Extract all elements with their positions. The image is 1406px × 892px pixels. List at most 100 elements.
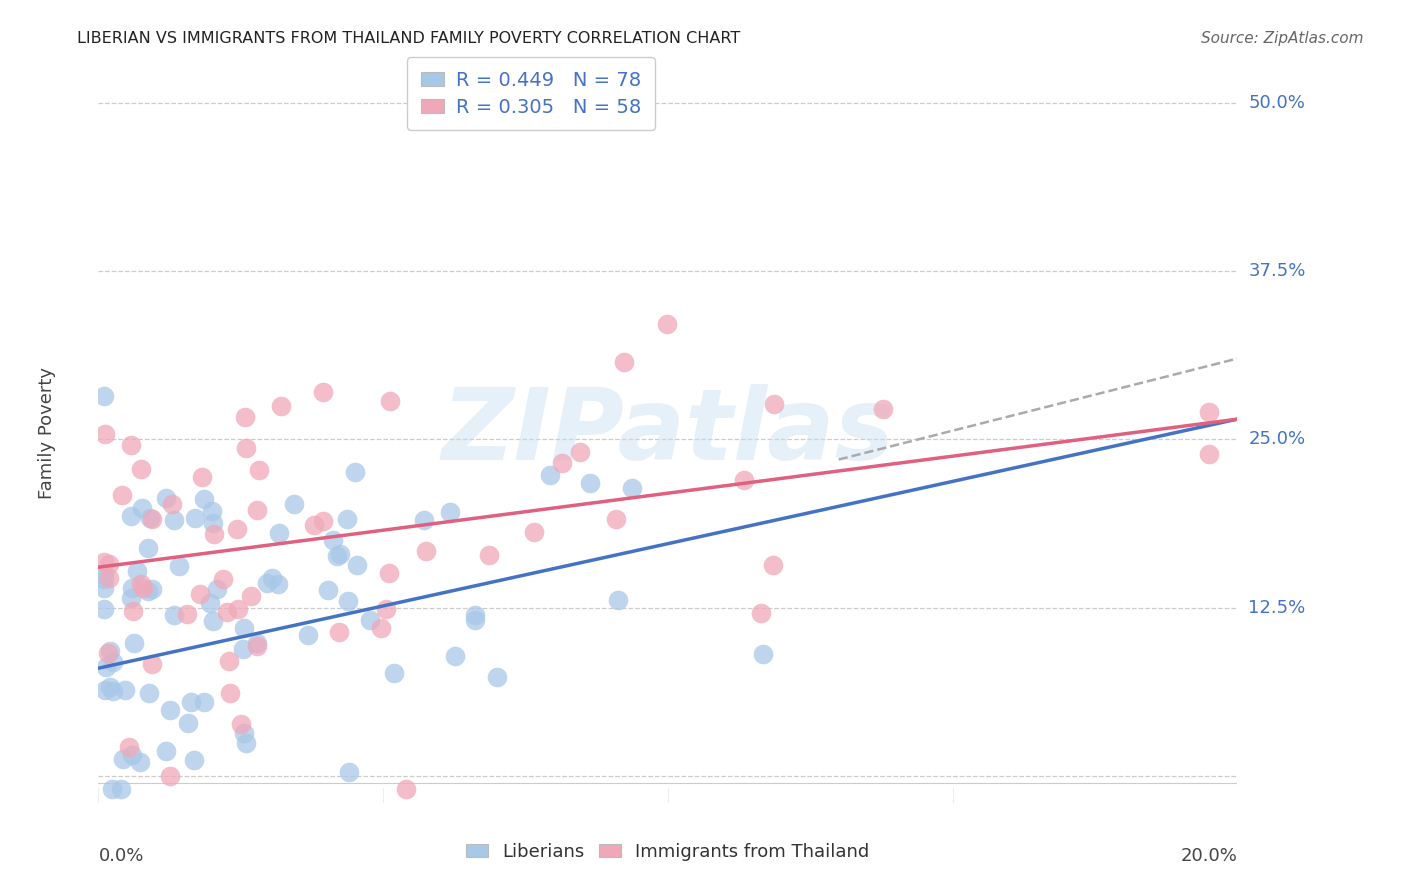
Point <box>256 576 278 591</box>
Point <box>733 473 755 487</box>
Point <box>120 438 142 452</box>
Text: 37.5%: 37.5% <box>1249 262 1306 280</box>
Point <box>267 525 290 540</box>
Point <box>98 571 121 585</box>
Point <box>322 533 344 547</box>
Point <box>118 739 141 754</box>
Point <box>523 524 546 539</box>
Point <box>413 513 436 527</box>
Point <box>605 512 627 526</box>
Point <box>283 497 305 511</box>
Point <box>136 541 159 555</box>
Point <box>136 584 159 599</box>
Point <box>163 513 186 527</box>
Point <box>1198 404 1220 418</box>
Point <box>131 581 153 595</box>
Point <box>568 445 591 459</box>
Text: 0.0%: 0.0% <box>98 847 143 865</box>
Point <box>378 394 401 409</box>
Point <box>93 601 115 615</box>
Text: 25.0%: 25.0% <box>1249 430 1306 449</box>
Point <box>326 549 349 563</box>
Point <box>270 399 292 413</box>
Point <box>131 501 153 516</box>
Point <box>138 685 160 699</box>
Point <box>121 581 143 595</box>
Point <box>191 469 214 483</box>
Text: ZIPatlas: ZIPatlas <box>441 384 894 481</box>
Text: 12.5%: 12.5% <box>1249 599 1306 616</box>
Point <box>439 505 461 519</box>
Point <box>1198 447 1220 461</box>
Text: 20.0%: 20.0% <box>1181 847 1237 865</box>
Point <box>114 683 136 698</box>
Point <box>129 576 152 591</box>
Point <box>101 782 124 797</box>
Point <box>141 582 163 597</box>
Point <box>246 503 269 517</box>
Point <box>93 566 115 580</box>
Point <box>464 613 486 627</box>
Point <box>621 481 644 495</box>
Point <box>128 755 150 769</box>
Point <box>231 642 253 657</box>
Point <box>872 401 894 416</box>
Point <box>343 465 366 479</box>
Point <box>125 565 148 579</box>
Legend: Liberians, Immigrants from Thailand: Liberians, Immigrants from Thailand <box>458 836 877 868</box>
Point <box>120 508 142 523</box>
Point <box>232 621 254 635</box>
Point <box>235 736 257 750</box>
Point <box>122 604 145 618</box>
Point <box>218 654 240 668</box>
Point <box>201 504 224 518</box>
Point <box>129 461 152 475</box>
Point <box>336 594 359 608</box>
Point <box>98 680 121 694</box>
Point <box>176 607 198 621</box>
Point <box>229 717 252 731</box>
Point <box>763 397 786 411</box>
Point <box>155 744 177 758</box>
Point <box>378 566 401 580</box>
Point <box>159 703 181 717</box>
Point <box>101 684 124 698</box>
Point <box>551 456 574 470</box>
Point <box>233 410 256 425</box>
Point <box>478 548 501 562</box>
Point <box>139 511 162 525</box>
Point <box>226 602 249 616</box>
Point <box>215 605 238 619</box>
Point <box>112 751 135 765</box>
Point <box>312 385 335 400</box>
Point <box>162 497 184 511</box>
Point <box>93 581 115 595</box>
Point <box>328 624 350 639</box>
Text: LIBERIAN VS IMMIGRANTS FROM THAILAND FAMILY POVERTY CORRELATION CHART: LIBERIAN VS IMMIGRANTS FROM THAILAND FAM… <box>77 31 741 46</box>
Point <box>235 442 257 456</box>
Point <box>346 558 368 572</box>
Point <box>155 491 177 506</box>
Point <box>395 782 418 797</box>
Point <box>752 647 775 661</box>
Point <box>98 558 121 572</box>
Point <box>94 683 117 698</box>
Point <box>262 571 284 585</box>
Point <box>94 659 117 673</box>
Point <box>225 522 247 536</box>
Point <box>613 354 636 368</box>
Point <box>184 511 207 525</box>
Point <box>382 665 405 680</box>
Text: 50.0%: 50.0% <box>1249 94 1305 112</box>
Point <box>205 582 228 597</box>
Point <box>93 426 115 441</box>
Point <box>751 607 773 621</box>
Point <box>240 590 263 604</box>
Point <box>312 514 335 528</box>
Point <box>374 601 396 615</box>
Point <box>202 516 225 530</box>
Point <box>193 695 215 709</box>
Point <box>297 628 319 642</box>
Point <box>247 463 270 477</box>
Point <box>336 511 359 525</box>
